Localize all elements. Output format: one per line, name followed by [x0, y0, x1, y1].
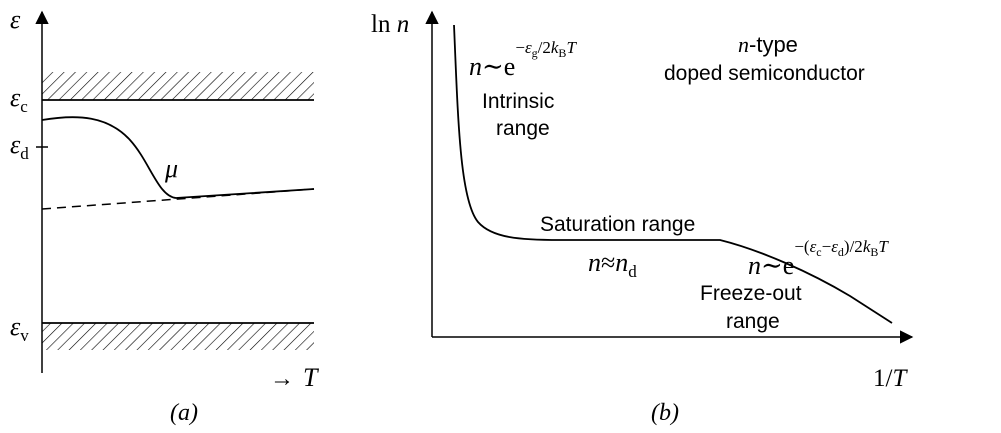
midgap-dashed-line: [41, 188, 315, 210]
level-d-label: εd: [10, 130, 29, 163]
saturation-range-label: Saturation range: [540, 213, 695, 236]
panel-b: ln n 1/T n-type doped semiconductor n∼e−…: [371, 10, 914, 426]
intrinsic-range-line2: range: [496, 117, 550, 140]
panel-a-x-arrow: →: [270, 366, 294, 392]
panel-a: ε εc εd μ εv → T (a): [10, 5, 319, 426]
panel-b-x-axis-label: 1/T: [873, 365, 908, 392]
semiconductor-type-line1: n-type: [738, 32, 798, 57]
freeze-out-range-line2: range: [726, 310, 780, 333]
level-c-label: εc: [10, 83, 28, 116]
valence-band-hatch: [42, 323, 314, 350]
panel-a-caption: (a): [170, 400, 198, 426]
intrinsic-formula: n∼e−εg/2kBT: [469, 38, 577, 81]
panel-a-y-axis-label: ε: [10, 5, 21, 34]
panel-b-y-axis-label: ln n: [371, 11, 409, 38]
saturation-formula: n≈nd: [588, 248, 637, 281]
freeze-out-formula: n∼e−(εc−εd)/2kBT: [748, 237, 889, 280]
semiconductor-type-line2: doped semiconductor: [664, 62, 865, 85]
chemical-potential-curve: [41, 116, 315, 199]
intrinsic-range-line1: Intrinsic: [482, 90, 554, 113]
mu-label: μ: [164, 154, 178, 183]
panel-b-caption: (b): [651, 400, 679, 426]
panel-a-x-axis-label: T: [303, 363, 319, 392]
level-v-label: εv: [10, 312, 29, 345]
conduction-band-hatch: [42, 72, 314, 100]
freeze-out-range-line1: Freeze-out: [700, 282, 802, 305]
carrier-concentration-curve: [453, 24, 893, 324]
